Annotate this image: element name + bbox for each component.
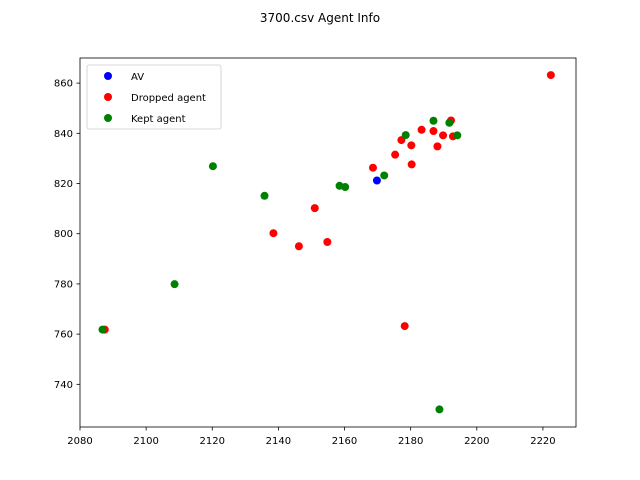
y-axis: 740 760 780 800 820 840 860: [54, 79, 80, 391]
x-tick-label: 2120: [200, 436, 225, 447]
kept-agent-point: [260, 191, 269, 200]
kept-agent-point: [341, 183, 350, 192]
x-tick-label: 2080: [67, 436, 92, 447]
dropped-agent-point: [368, 163, 377, 172]
dropped-agent-point: [407, 141, 416, 150]
legend: AV Dropped agent Kept agent: [86, 64, 222, 130]
dropped-agent-point: [417, 125, 426, 134]
x-tick-label: 2140: [266, 436, 291, 447]
x-tick-label: 2100: [133, 436, 158, 447]
dropped-agent-point: [310, 204, 319, 213]
x-axis: 2080 2100 2120 2140 2160 2180 2200 2220: [67, 427, 556, 447]
legend-marker-av: [104, 72, 112, 80]
y-tick-label: 860: [54, 79, 73, 90]
kept-agent-point: [170, 280, 179, 289]
kept-agent-point: [401, 131, 410, 140]
dropped-agent-point: [439, 131, 448, 140]
x-tick-label: 2160: [332, 436, 357, 447]
legend-marker-kept-agent: [104, 114, 112, 122]
y-tick-label: 820: [54, 179, 73, 190]
dropped-agent-point: [269, 229, 278, 238]
x-tick-label: 2220: [530, 436, 555, 447]
kept-agent-point: [429, 116, 438, 125]
kept-agent-point: [208, 162, 217, 171]
kept-agent-point: [453, 131, 462, 140]
dropped-agent-point: [400, 322, 409, 331]
legend-marker-dropped-agent: [104, 93, 112, 101]
chart-title: 3700.csv Agent Info: [260, 11, 380, 25]
y-tick-label: 740: [54, 380, 73, 391]
dropped-agent-point: [433, 142, 442, 151]
y-tick-label: 800: [54, 229, 73, 240]
x-tick-label: 2200: [464, 436, 489, 447]
legend-label-av: AV: [131, 72, 144, 83]
legend-box: [86, 64, 222, 130]
x-tick-label: 2180: [398, 436, 423, 447]
dropped-agent-point: [294, 242, 303, 251]
plot-frame: [79, 57, 577, 428]
dropped-agent-point: [546, 71, 555, 80]
y-tick-label: 780: [54, 279, 73, 290]
data-points: [98, 71, 555, 414]
dropped-agent-point: [429, 127, 438, 136]
kept-agent-point: [98, 325, 107, 334]
dropped-agent-point: [323, 237, 332, 246]
legend-label-dropped-agent: Dropped agent: [131, 93, 206, 104]
av-point: [372, 176, 381, 185]
y-tick-label: 760: [54, 330, 73, 341]
kept-agent-point: [445, 118, 454, 127]
kept-agent-point: [380, 171, 389, 180]
dropped-agent-point: [407, 160, 416, 169]
dropped-agent-point: [391, 150, 400, 159]
kept-agent-point: [435, 405, 444, 414]
legend-label-kept-agent: Kept agent: [131, 114, 186, 125]
y-tick-label: 840: [54, 129, 73, 140]
